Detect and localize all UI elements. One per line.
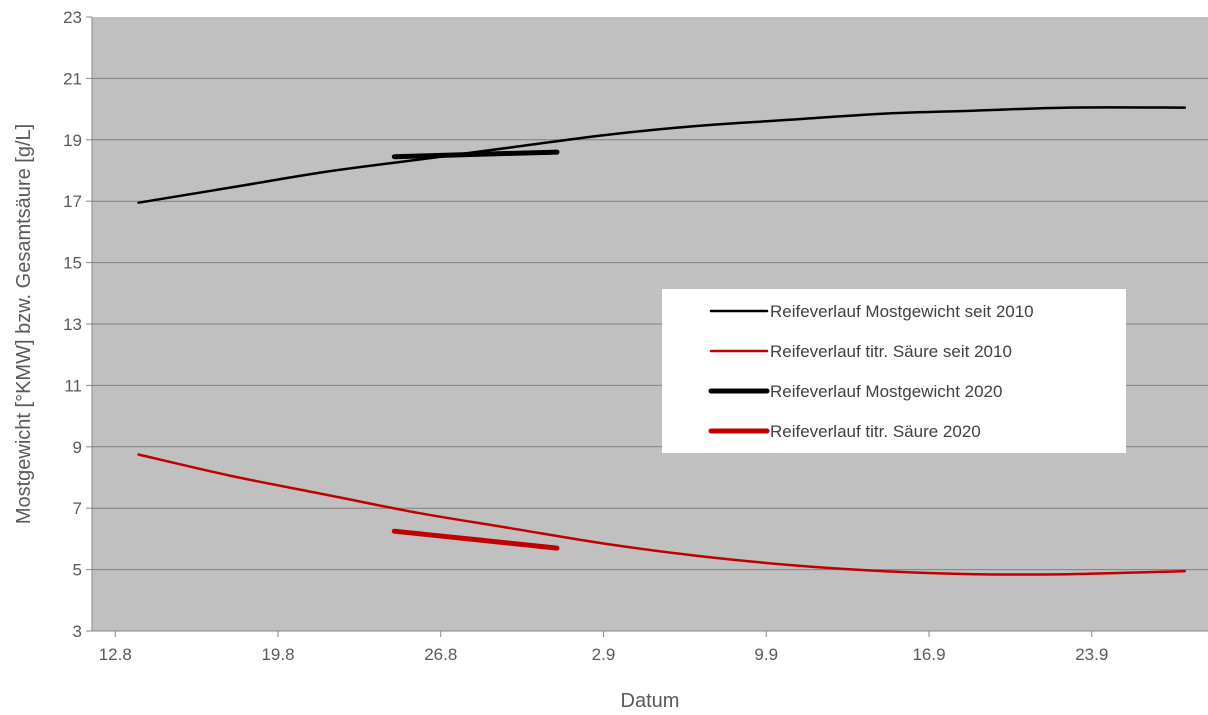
x-tick-label: 16.9	[912, 645, 945, 664]
y-axis-ticks: 3 5 7 9 11 13 15 17 19 21 23	[63, 8, 92, 641]
series-layer	[137, 106, 1187, 576]
y-tick-label: 19	[63, 131, 82, 150]
y-axis-title: Mostgewicht [°KMW] bzw. Gesamtsäure [g/L…	[13, 124, 35, 524]
legend-box	[662, 289, 1126, 453]
y-tick-label: 23	[63, 8, 82, 27]
y-tick-label: 5	[73, 561, 82, 580]
x-tick-label: 9.9	[754, 645, 778, 664]
series-line	[137, 453, 1187, 576]
y-tick-label: 15	[63, 254, 82, 273]
y-tick-label: 9	[73, 438, 82, 457]
x-axis-ticks: 12.8 19.8 26.8 2.9 9.9 16.9 23.9	[99, 631, 1108, 664]
legend: Reifeverlauf Mostgewicht seit 2010 Reifev…	[662, 289, 1126, 453]
y-tick-label: 13	[63, 315, 82, 334]
y-tick-label: 17	[63, 192, 82, 211]
series-line	[137, 106, 1187, 204]
x-tick-label: 23.9	[1075, 645, 1108, 664]
legend-label: Reifeverlauf Mostgewicht seit 2010	[770, 302, 1034, 321]
x-axis-title: Datum	[621, 690, 680, 712]
x-tick-label: 26.8	[424, 645, 457, 664]
legend-item: Reifeverlauf Mostgewicht seit 2010	[709, 302, 1034, 321]
x-tick-label: 2.9	[592, 645, 616, 664]
x-tick-label: 12.8	[99, 645, 132, 664]
y-tick-label: 11	[64, 376, 82, 395]
series-line	[391, 149, 560, 160]
legend-item: Reifeverlauf Mostgewicht 2020	[708, 382, 1002, 401]
series-line	[391, 528, 560, 551]
legend-label: Reifeverlauf titr. Säure 2020	[770, 422, 981, 441]
x-tick-label: 19.8	[261, 645, 294, 664]
y-tick-label: 3	[73, 622, 82, 641]
y-tick-label: 21	[63, 69, 82, 88]
legend-label: Reifeverlauf Mostgewicht 2020	[770, 382, 1002, 401]
y-tick-label: 7	[73, 499, 82, 518]
legend-item: Reifeverlauf titr. Säure 2020	[708, 422, 981, 441]
gridlines	[92, 77, 1208, 571]
legend-label: Reifeverlauf titr. Säure seit 2010	[770, 342, 1012, 361]
legend-item: Reifeverlauf titr. Säure seit 2010	[709, 342, 1012, 361]
